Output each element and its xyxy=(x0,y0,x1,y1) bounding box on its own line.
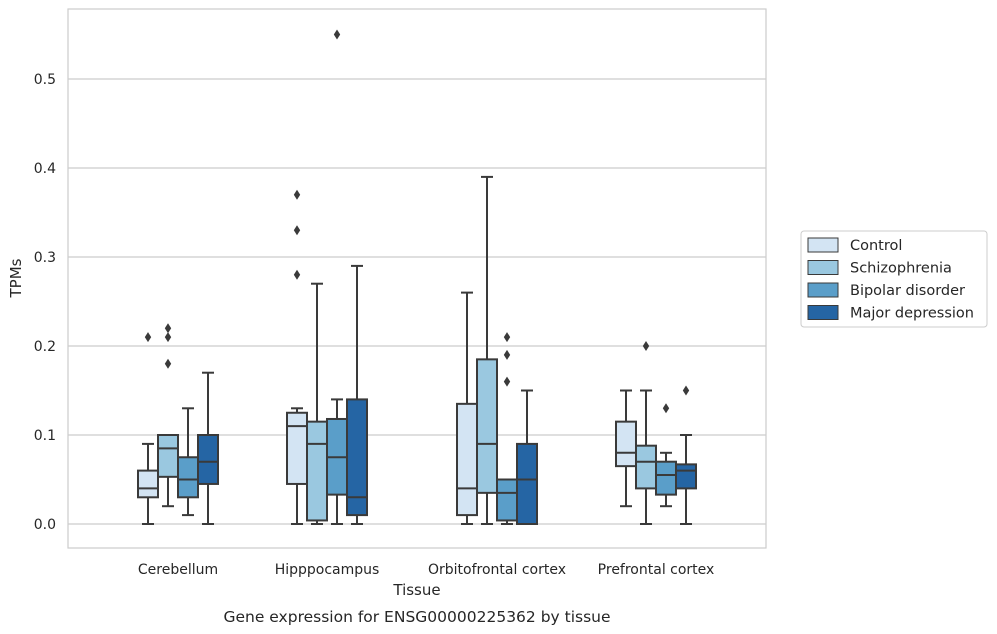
legend-label: Control xyxy=(850,238,902,254)
outlier-point xyxy=(293,225,301,236)
box-3-1 xyxy=(346,264,368,525)
outlier-point xyxy=(642,341,650,351)
outlier-point xyxy=(503,376,511,387)
box-1-1 xyxy=(306,282,328,525)
box-iqr xyxy=(476,358,498,494)
box-iqr xyxy=(306,420,328,522)
box-iqr xyxy=(635,444,657,490)
outlier-point xyxy=(164,332,172,343)
outlier-point xyxy=(144,332,152,343)
box-iqr xyxy=(516,442,538,525)
y-tick-label: 0.2 xyxy=(34,339,56,355)
box-2-2 xyxy=(496,332,518,525)
y-tick-label: 0.4 xyxy=(34,161,56,177)
y-tick-label: 0.3 xyxy=(34,250,56,266)
box-1-2 xyxy=(476,175,498,525)
box-0-2 xyxy=(456,291,478,525)
boxes xyxy=(137,29,697,525)
legend-label: Bipolar disorder xyxy=(850,283,965,299)
box-0-1 xyxy=(286,189,308,525)
box-2-0 xyxy=(177,407,199,517)
box-3-2 xyxy=(516,389,538,525)
box-iqr xyxy=(197,434,219,485)
legend-swatch xyxy=(807,237,839,253)
plot-frame xyxy=(67,8,767,549)
box-iqr xyxy=(496,478,518,522)
box-0-3 xyxy=(615,389,637,508)
x-tick-label: Prefrontal cortex xyxy=(598,562,715,578)
legend-swatch xyxy=(807,282,839,298)
legend-swatch xyxy=(807,260,839,275)
box-iqr xyxy=(655,460,677,496)
box-iqr xyxy=(137,469,159,499)
box-iqr xyxy=(157,434,179,478)
box-iqr xyxy=(456,402,478,517)
legend-label: Major depression xyxy=(850,306,974,322)
box-1-0 xyxy=(157,323,179,508)
box-1-3 xyxy=(635,341,657,525)
y-tick-label: 0.1 xyxy=(34,428,56,444)
figure-caption: Gene expression for ENSG00000225362 by t… xyxy=(223,608,610,626)
x-tick-label: Orbitofrontal cortex xyxy=(428,562,566,578)
box-0-0 xyxy=(137,332,159,525)
y-tick-label: 0.0 xyxy=(34,517,56,533)
box-iqr xyxy=(675,463,697,490)
x-tick-labels: Cerebellum Hipppocampus Orbitofrontal cort… xyxy=(138,562,714,578)
box-2-1 xyxy=(326,29,348,525)
outlier-point xyxy=(662,403,670,414)
box-3-3 xyxy=(675,385,697,525)
outlier-point xyxy=(682,385,690,396)
legend-frame xyxy=(800,230,988,328)
outlier-point xyxy=(293,269,301,280)
box-3-0 xyxy=(197,371,219,525)
box-iqr xyxy=(177,456,199,499)
box-iqr xyxy=(615,420,637,468)
box-iqr xyxy=(346,398,368,517)
y-tick-labels: 0.0 0.1 0.2 0.3 0.4 0.5 xyxy=(34,72,56,533)
box-2-3 xyxy=(655,403,677,508)
outlier-point xyxy=(164,323,172,334)
y-tick-label: 0.5 xyxy=(34,72,56,88)
legend: Control Schizophrenia Bipolar disorder Majo… xyxy=(800,230,988,328)
x-tick-label: Hipppocampus xyxy=(275,562,380,578)
y-axis-title: TPMs xyxy=(7,258,25,298)
x-tick-label: Cerebellum xyxy=(138,562,218,578)
legend-swatch xyxy=(807,305,839,320)
x-axis-title: Tissue xyxy=(392,581,440,599)
outlier-point xyxy=(333,29,341,40)
outlier-point xyxy=(164,358,172,369)
outlier-point xyxy=(503,332,511,343)
box-iqr xyxy=(286,411,308,485)
legend-label: Schizophrenia xyxy=(850,261,952,277)
outlier-point xyxy=(293,189,301,200)
outlier-point xyxy=(503,349,511,360)
